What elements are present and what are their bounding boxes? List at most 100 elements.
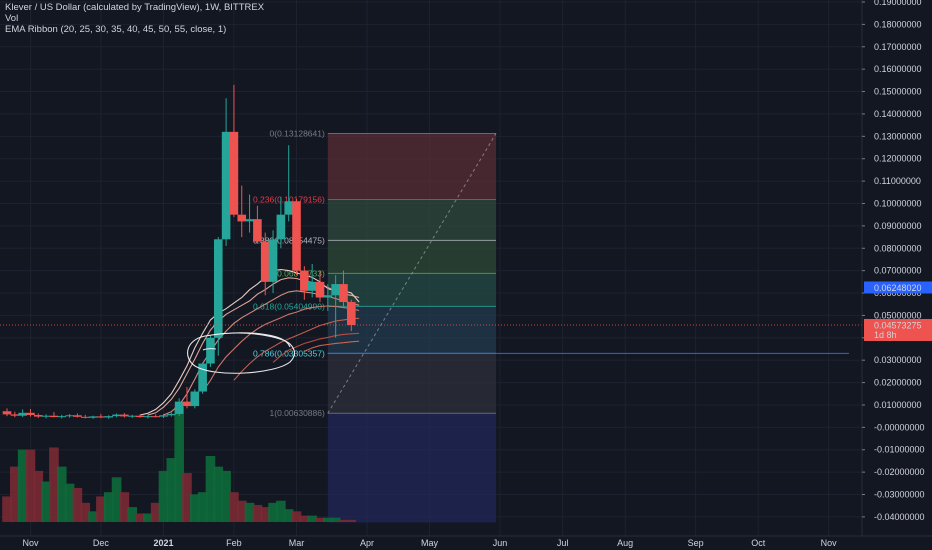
time-tick-label: Jun — [493, 538, 508, 548]
volume-bar — [244, 502, 255, 522]
volume-bar — [291, 511, 302, 522]
freehand-circle-annotation[interactable] — [187, 332, 296, 374]
fib-level-label: 0.5(0.06879733) — [262, 268, 325, 278]
candle-body[interactable] — [57, 416, 67, 418]
volume-bar — [80, 502, 91, 522]
volume-bar — [174, 407, 184, 522]
candle-body[interactable] — [88, 416, 98, 418]
candle-body[interactable] — [292, 201, 301, 271]
ema-ribbon-line — [233, 317, 360, 381]
price-tick-label: 0.18000000 — [874, 19, 922, 29]
fib-zone — [327, 240, 497, 274]
candle-body[interactable] — [26, 412, 35, 416]
volume-bar — [111, 477, 122, 522]
candle-body[interactable] — [221, 131, 231, 240]
candle-body[interactable] — [65, 415, 74, 417]
candle-body[interactable] — [2, 411, 12, 415]
time-tick-label: Sep — [688, 538, 704, 548]
candle-body[interactable] — [245, 219, 254, 222]
candle-body[interactable] — [315, 281, 325, 298]
candle-body[interactable] — [143, 416, 153, 418]
candle-body[interactable] — [151, 416, 160, 418]
volume-bar — [10, 466, 20, 522]
candle-body[interactable] — [284, 201, 293, 215]
volume-bar — [205, 455, 216, 522]
volume-bar — [338, 519, 349, 522]
price-tick-label: 0.15000000 — [874, 87, 922, 97]
volume-bar — [190, 494, 200, 522]
candle-body[interactable] — [73, 415, 82, 417]
candle-body[interactable] — [49, 415, 59, 418]
candle-body[interactable] — [135, 415, 145, 418]
volume-bar — [150, 502, 161, 522]
volume-bar — [330, 517, 341, 522]
ema-ribbon-line — [272, 332, 360, 363]
candle-body[interactable] — [331, 284, 340, 296]
candle-body[interactable] — [260, 241, 270, 282]
volume-bar — [182, 473, 192, 522]
price-tick-label: -0.03000000 — [874, 490, 925, 500]
symbol-title: Klever / US Dollar (calculated by Tradin… — [5, 2, 265, 13]
fib-level-label: 0.786(0.03305357) — [253, 348, 325, 358]
candle-body[interactable] — [104, 416, 114, 418]
candle-body[interactable] — [253, 219, 262, 242]
candle-body[interactable] — [167, 413, 176, 416]
ema-ribbon-line — [304, 340, 360, 352]
candle-body[interactable] — [323, 295, 333, 298]
fib-zone — [327, 353, 497, 414]
candle-body[interactable] — [213, 239, 223, 338]
price-tick-label: 0.14000000 — [874, 109, 922, 119]
fib-zone — [327, 306, 497, 354]
time-tick-label: Aug — [617, 538, 633, 548]
candle-body[interactable] — [112, 414, 121, 417]
candle-body[interactable] — [182, 401, 192, 407]
volume-bar — [252, 504, 263, 522]
ema-ribbon-line — [202, 305, 360, 392]
price-axis-background — [862, 0, 932, 550]
volume-bar — [135, 513, 145, 522]
candle-body[interactable] — [120, 414, 129, 417]
candle-body[interactable] — [18, 412, 27, 416]
candle-body[interactable] — [34, 415, 43, 417]
candle-body[interactable] — [159, 415, 168, 417]
candle-body[interactable] — [127, 415, 137, 417]
volume-bar — [41, 481, 51, 522]
chart-legend: Klever / US Dollar (calculated by Tradin… — [5, 2, 264, 35]
fib-zone-extension — [327, 413, 497, 523]
candle-body[interactable] — [10, 414, 20, 416]
candle-body[interactable] — [174, 401, 184, 414]
price-tick-label: 0.09000000 — [874, 221, 922, 231]
price-tick-label: -0.04000000 — [874, 512, 925, 522]
candle-body[interactable] — [190, 391, 200, 407]
candle-body[interactable] — [276, 214, 286, 240]
candle-body[interactable] — [307, 281, 317, 291]
candle-body[interactable] — [237, 214, 247, 222]
volume-bar — [17, 449, 28, 522]
price-tick-label: 0.16000000 — [874, 64, 922, 74]
price-tick-label: -0.02000000 — [874, 467, 925, 477]
volume-label: Vol — [5, 13, 19, 24]
price-tick-label: 0.05000000 — [874, 310, 922, 320]
price-tick-label: 0.08000000 — [874, 243, 922, 253]
time-tick-label: May — [421, 538, 439, 548]
volume-bar — [299, 515, 310, 522]
price-tick-label: 0.13000000 — [874, 131, 922, 141]
volume-bar — [260, 507, 271, 522]
candle-body[interactable] — [229, 131, 239, 215]
volume-bar — [96, 496, 106, 522]
candle-body[interactable] — [41, 415, 51, 417]
fib-trend-line — [327, 133, 497, 414]
ema-price-badge-label: 0.06248020 — [874, 283, 922, 293]
candle-body[interactable] — [268, 239, 278, 282]
candle-body[interactable] — [347, 301, 356, 326]
candle-body[interactable] — [206, 337, 215, 364]
candle-body[interactable] — [339, 284, 348, 302]
price-tick-label: -0.00000000 — [874, 422, 925, 432]
candle-body[interactable] — [96, 416, 106, 418]
candle-body[interactable] — [80, 416, 90, 418]
candle-body[interactable] — [300, 270, 309, 291]
candle-body[interactable] — [198, 363, 207, 392]
price-tick-label: 0.11000000 — [874, 176, 921, 186]
fib-zone — [327, 199, 497, 241]
